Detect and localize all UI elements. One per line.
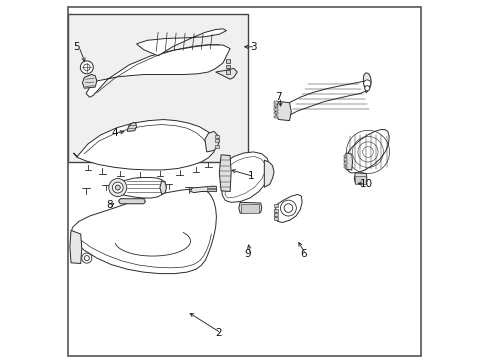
Circle shape xyxy=(112,182,123,193)
Bar xyxy=(225,70,230,74)
Polygon shape xyxy=(346,130,388,173)
Bar xyxy=(355,176,366,184)
Polygon shape xyxy=(238,202,261,213)
Circle shape xyxy=(80,61,93,74)
Bar xyxy=(343,158,346,161)
Text: 9: 9 xyxy=(244,249,251,259)
Text: 4: 4 xyxy=(111,128,118,138)
Bar xyxy=(215,145,218,148)
Bar xyxy=(225,65,230,68)
Polygon shape xyxy=(285,81,370,115)
Text: 8: 8 xyxy=(106,200,112,210)
Bar xyxy=(274,213,277,216)
Bar xyxy=(215,135,218,138)
Circle shape xyxy=(108,179,126,197)
Circle shape xyxy=(81,253,92,263)
Bar xyxy=(274,112,277,114)
Polygon shape xyxy=(222,152,269,202)
Circle shape xyxy=(115,185,120,190)
Bar xyxy=(274,108,277,111)
Bar xyxy=(274,116,277,118)
Polygon shape xyxy=(82,75,97,88)
Bar xyxy=(343,155,346,157)
Polygon shape xyxy=(219,155,231,192)
Text: 1: 1 xyxy=(247,171,254,181)
Polygon shape xyxy=(127,122,136,131)
Polygon shape xyxy=(190,186,216,193)
Bar xyxy=(215,139,218,142)
Polygon shape xyxy=(275,102,291,121)
Polygon shape xyxy=(86,45,230,97)
Text: 3: 3 xyxy=(249,42,256,52)
Polygon shape xyxy=(118,199,145,204)
Bar xyxy=(68,14,247,162)
Bar xyxy=(274,217,277,220)
Bar xyxy=(274,105,277,107)
Polygon shape xyxy=(275,194,302,222)
Polygon shape xyxy=(344,153,352,170)
Bar xyxy=(274,209,277,212)
Polygon shape xyxy=(114,177,166,198)
Text: 10: 10 xyxy=(359,179,372,189)
Bar xyxy=(206,186,215,188)
Bar xyxy=(274,101,277,104)
Bar xyxy=(343,162,346,165)
Polygon shape xyxy=(73,120,215,170)
Bar xyxy=(274,204,277,207)
Circle shape xyxy=(84,256,89,261)
Polygon shape xyxy=(70,230,81,264)
Polygon shape xyxy=(136,29,226,56)
Circle shape xyxy=(83,64,90,71)
Circle shape xyxy=(364,86,369,91)
Text: 7: 7 xyxy=(275,92,281,102)
Bar xyxy=(241,204,258,213)
Text: 6: 6 xyxy=(300,249,306,259)
Polygon shape xyxy=(264,160,273,187)
Circle shape xyxy=(363,80,370,87)
Text: 5: 5 xyxy=(73,42,80,52)
Bar xyxy=(225,59,230,63)
Polygon shape xyxy=(160,181,166,194)
Polygon shape xyxy=(363,73,370,93)
Polygon shape xyxy=(71,189,216,274)
Circle shape xyxy=(284,204,292,212)
Text: 2: 2 xyxy=(215,328,222,338)
Circle shape xyxy=(280,200,296,216)
Bar xyxy=(206,189,215,191)
Bar xyxy=(343,166,346,168)
Polygon shape xyxy=(204,131,219,152)
Polygon shape xyxy=(215,68,237,79)
Polygon shape xyxy=(354,173,366,184)
